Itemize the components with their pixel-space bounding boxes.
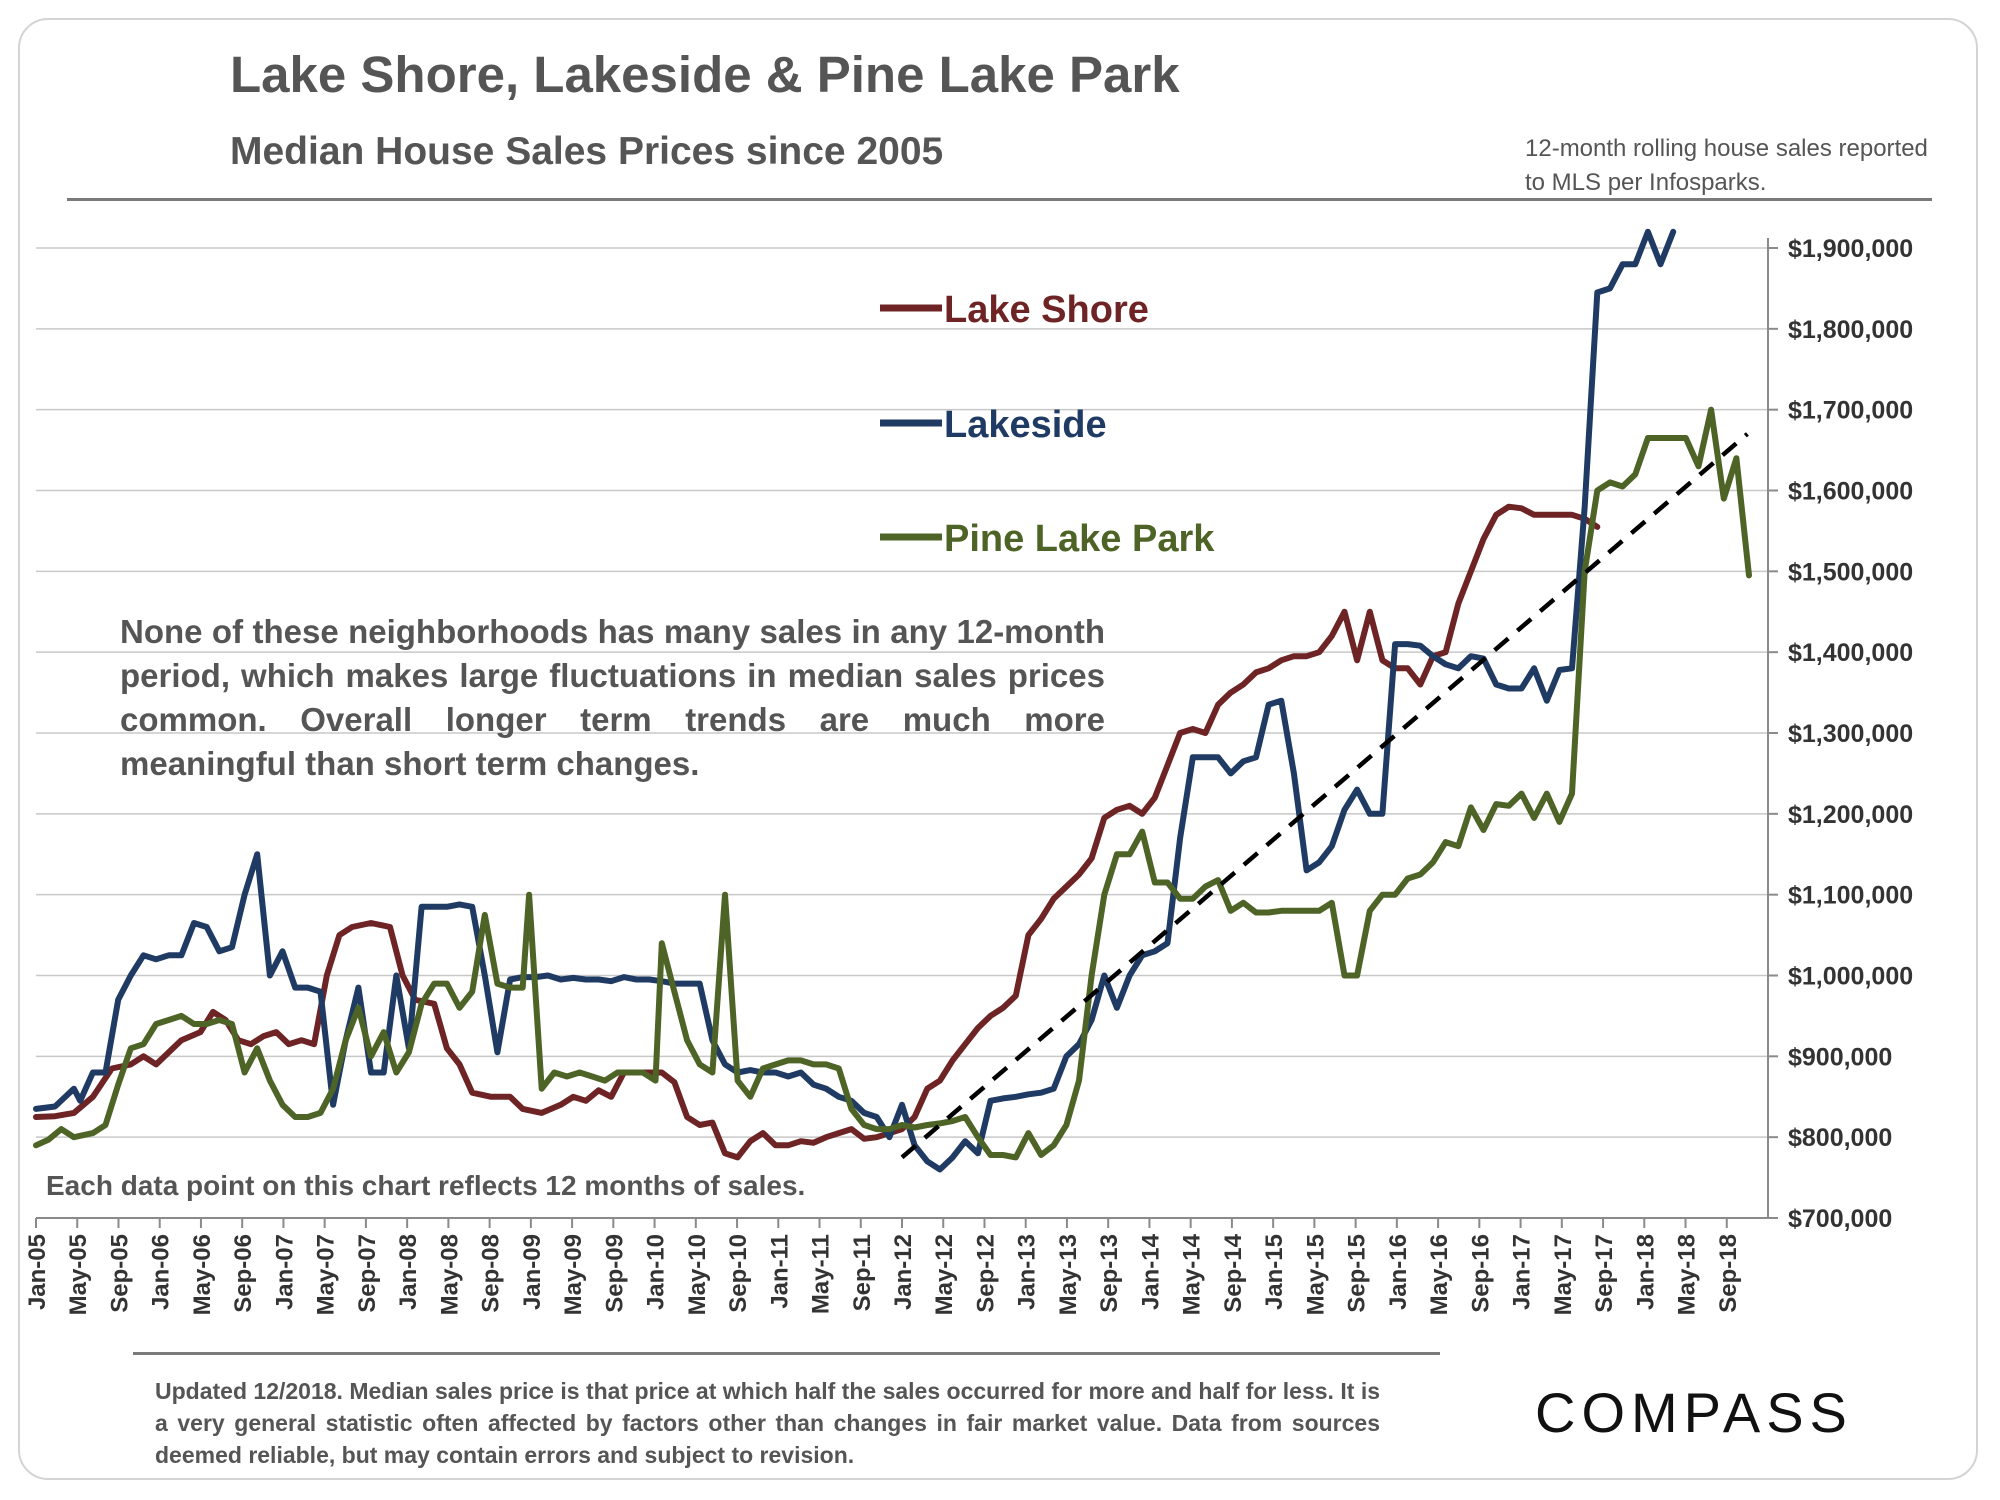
series-line-lake-shore bbox=[33, 503, 1601, 1161]
x-tick-label: May-10 bbox=[684, 1234, 711, 1315]
x-tick-label: Sep-16 bbox=[1467, 1234, 1494, 1313]
x-tick-label: Sep-12 bbox=[972, 1234, 999, 1313]
chart-annotation: None of these neighborhoods has many sal… bbox=[120, 613, 1105, 782]
data-point-footnote: Each data point on this chart reflects 1… bbox=[46, 1170, 806, 1201]
x-tick-label: Sep-13 bbox=[1096, 1234, 1123, 1313]
y-tick-label: $700,000 bbox=[1788, 1205, 1892, 1233]
x-tick-label: May-17 bbox=[1550, 1234, 1577, 1315]
x-tick-label: Jan-05 bbox=[24, 1234, 51, 1310]
disclaimer: Updated 12/2018. Median sales price is t… bbox=[155, 1378, 1380, 1468]
x-tick-label: May-07 bbox=[313, 1234, 340, 1315]
x-tick-label: Sep-10 bbox=[725, 1234, 752, 1313]
top-divider bbox=[67, 198, 1932, 201]
x-tick-label: Sep-14 bbox=[1220, 1233, 1247, 1312]
x-tick-label: Jan-10 bbox=[643, 1234, 670, 1310]
x-tick-label: May-18 bbox=[1674, 1234, 1701, 1315]
x-tick-label: Sep-09 bbox=[601, 1234, 628, 1313]
chart-title: Lake Shore, Lakeside & Pine Lake Park bbox=[230, 46, 1180, 103]
legend: Lake Shore Lakeside Pine Lake Park bbox=[880, 289, 1215, 560]
y-tick-label: $1,400,000 bbox=[1788, 639, 1913, 667]
series-lines bbox=[33, 228, 1752, 1173]
x-tick-label: May-06 bbox=[189, 1234, 216, 1315]
x-tick-label: Jan-08 bbox=[395, 1234, 422, 1310]
x-tick-label: Sep-18 bbox=[1715, 1234, 1742, 1313]
y-tick-label: $1,300,000 bbox=[1788, 720, 1913, 748]
x-tick-label: Jan-15 bbox=[1261, 1234, 1288, 1310]
y-tick-label: $1,200,000 bbox=[1788, 801, 1913, 829]
x-tick-label: May-09 bbox=[560, 1234, 587, 1315]
x-tick-label: May-15 bbox=[1302, 1234, 1329, 1315]
x-tick-label: Sep-11 bbox=[849, 1234, 876, 1311]
legend-label: Pine Lake Park bbox=[944, 518, 1215, 560]
y-tick-label: $1,700,000 bbox=[1788, 397, 1913, 425]
x-tick-label: Jan-07 bbox=[271, 1234, 298, 1310]
x-tick-label: May-12 bbox=[931, 1234, 958, 1315]
x-tick-label: Jan-12 bbox=[890, 1234, 917, 1310]
x-tick-label: Jan-14 bbox=[1137, 1233, 1164, 1310]
y-axis-ticks: $700,000 $800,000 $900,000 $1,000,000 $1,100… bbox=[1767, 235, 1913, 1233]
x-tick-label: Sep-05 bbox=[106, 1234, 133, 1313]
source-note: 12-month rolling house sales reported to… bbox=[1525, 135, 1928, 196]
legend-label: Lakeside bbox=[944, 404, 1107, 446]
y-tick-label: $1,900,000 bbox=[1788, 235, 1913, 263]
chart-card bbox=[18, 18, 1978, 1480]
x-axis: Jan-05 May-05 Sep-05 Jan-06 May-06 Sep-06 Jan-… bbox=[24, 1217, 1768, 1315]
x-tick-label: Sep-08 bbox=[478, 1234, 505, 1313]
x-tick-label: Jan-13 bbox=[1014, 1234, 1041, 1310]
x-tick-label: Jan-18 bbox=[1632, 1234, 1659, 1310]
y-tick-label: $1,800,000 bbox=[1788, 316, 1913, 344]
y-tick-label: $900,000 bbox=[1788, 1043, 1892, 1071]
x-tick-label: Jan-16 bbox=[1385, 1234, 1412, 1310]
x-tick-label: May-16 bbox=[1426, 1234, 1453, 1315]
legend-label: Lake Shore bbox=[944, 289, 1149, 331]
x-tick-label: May-11 bbox=[808, 1234, 835, 1314]
x-tick-label: May-05 bbox=[65, 1234, 92, 1315]
y-tick-label: $1,600,000 bbox=[1788, 478, 1913, 506]
x-tick-label: May-13 bbox=[1055, 1234, 1082, 1315]
trend-line bbox=[900, 432, 1749, 1160]
y-tick-label: $1,000,000 bbox=[1788, 963, 1913, 991]
x-tick-label: Sep-15 bbox=[1344, 1234, 1371, 1313]
x-tick-label: May-14 bbox=[1179, 1233, 1206, 1315]
x-tick-label: Jan-11 bbox=[766, 1234, 793, 1309]
x-tick-label: Jan-17 bbox=[1509, 1234, 1536, 1310]
x-tick-label: Jan-09 bbox=[519, 1234, 546, 1310]
x-tick-label: Sep-07 bbox=[354, 1234, 381, 1313]
x-tick-label: May-08 bbox=[436, 1234, 463, 1315]
x-tick-label: Jan-06 bbox=[148, 1234, 175, 1310]
y-tick-label: $800,000 bbox=[1788, 1124, 1892, 1152]
compass-logo: COMPASS bbox=[1535, 1381, 1853, 1444]
x-tick-label: Sep-06 bbox=[230, 1234, 257, 1313]
x-tick-label: Sep-17 bbox=[1591, 1234, 1618, 1313]
y-tick-label: $1,100,000 bbox=[1788, 882, 1913, 910]
y-tick-label: $1,500,000 bbox=[1788, 558, 1913, 586]
series-line-lakeside bbox=[33, 228, 1677, 1173]
bottom-divider bbox=[133, 1352, 1440, 1355]
chart-subtitle: Median House Sales Prices since 2005 bbox=[230, 130, 944, 173]
series-line-pine-lake-park bbox=[33, 406, 1752, 1161]
